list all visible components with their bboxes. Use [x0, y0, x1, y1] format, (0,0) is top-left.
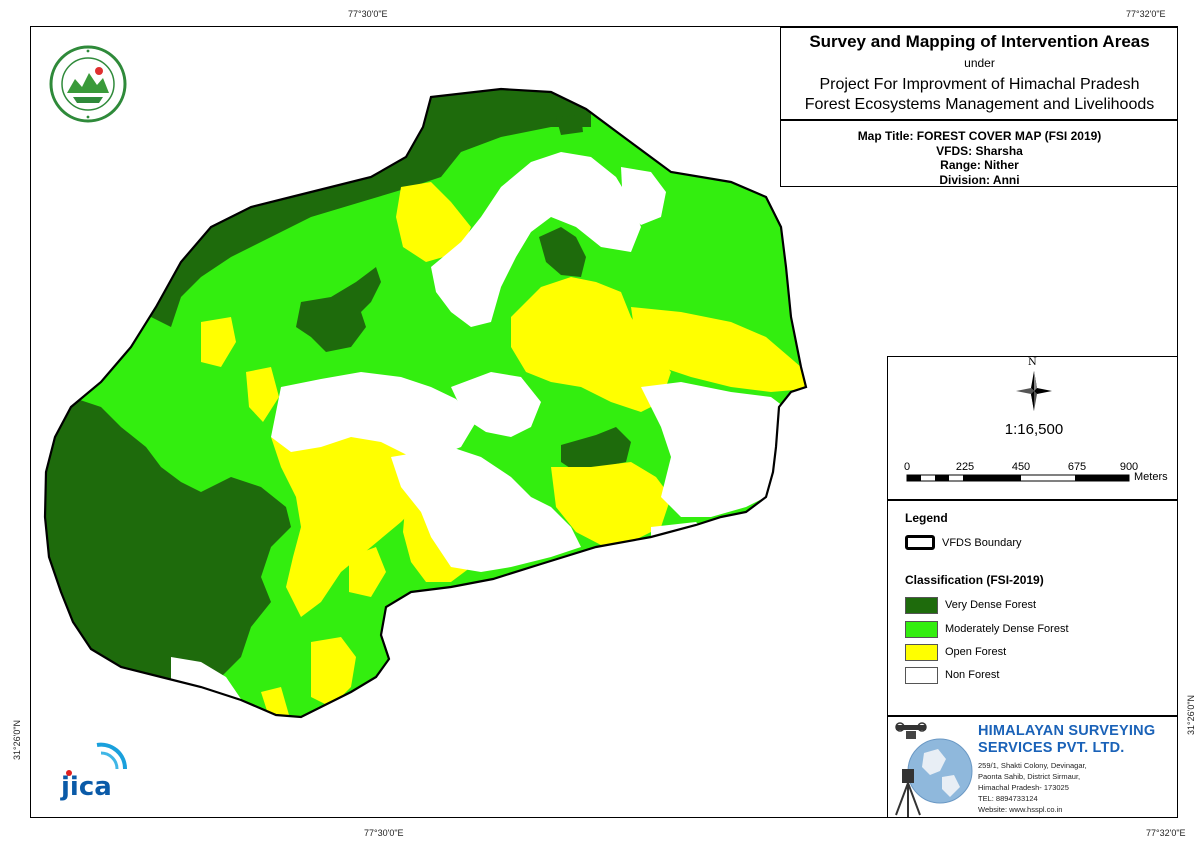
open-forest-area: [246, 367, 279, 422]
coord-top-right: 77°32'0"E: [1126, 9, 1166, 19]
open-forest-area: [551, 462, 671, 545]
very-dense-forest-area: [296, 267, 381, 352]
open-forest-area: [349, 547, 386, 597]
very-dense-forest-area: [539, 227, 586, 277]
scale-tick-label: 450: [1011, 461, 1031, 473]
forest-department-logo: [49, 45, 127, 123]
legend-label: Open Forest: [945, 646, 1007, 658]
company-website: Website: www.hsspl.co.in: [978, 805, 1063, 814]
legend-item-non-forest: Non Forest: [905, 667, 1175, 685]
forest-cover-map: [43, 87, 808, 719]
open-forest-area: [631, 307, 806, 392]
legend-box: Legend VFDS Boundary Classification (FSI…: [887, 500, 1177, 716]
open-forest-area: [271, 417, 431, 617]
company-name-line2: SERVICES PVT. LTD.: [978, 740, 1125, 756]
open-forest-area: [396, 182, 471, 262]
company-box: HIMALAYAN SURVEYING SERVICES PVT. LTD. 2…: [887, 716, 1177, 817]
north-label: N: [1028, 357, 1037, 368]
open-forest-area: [511, 277, 671, 412]
title-box: Survey and Mapping of Intervention Areas…: [780, 27, 1177, 120]
non-forest-area: [431, 152, 641, 327]
range-name: Range: Nither: [940, 158, 1019, 172]
boundary-swatch: [905, 535, 935, 550]
legend-label: Moderately Dense Forest: [945, 623, 1069, 635]
legend-title: Legend: [905, 511, 948, 525]
scale-box: N 1:16,500 0 225 450 675 900 Meters: [887, 356, 1177, 500]
company-name-line1: HIMALAYAN SURVEYING: [978, 723, 1156, 739]
company-phone: TEL: 8894733124: [978, 794, 1038, 803]
company-address-line: 259/1, Shakti Colony, Devinagar,: [978, 761, 1087, 770]
classification-title: Classification (FSI-2019): [905, 573, 1044, 587]
jica-logo: jica: [60, 742, 128, 801]
legend-swatch: [905, 597, 938, 614]
surveying-globe-logo: [895, 722, 973, 817]
open-forest-area: [201, 317, 236, 367]
scale-tick-label: 225: [955, 461, 975, 473]
non-forest-area: [621, 167, 666, 225]
company-address-line: Himachal Pradesh- 173025: [978, 783, 1069, 792]
scale-ratio: 1:16,500: [1004, 421, 1064, 438]
map-frame: jica Survey and Mapping of Intervention …: [30, 26, 1178, 818]
project-title-line1: Project For Improvment of Himachal Prade…: [819, 76, 1140, 93]
legend-label: Very Dense Forest: [945, 599, 1037, 611]
scale-tick-label: 0: [903, 461, 911, 473]
legend-swatch: [905, 667, 938, 684]
scale-tick-label: 675: [1067, 461, 1087, 473]
boundary-label: VFDS Boundary: [942, 537, 1022, 549]
coord-top-left: 77°30'0"E: [348, 9, 388, 19]
very-dense-forest-area: [556, 115, 583, 135]
north-arrow-icon: [1016, 371, 1052, 411]
coord-bottom-right: 77°32'0"E: [1146, 828, 1186, 838]
legend-label: Non Forest: [945, 669, 1000, 681]
division-name: Division: Anni: [939, 172, 1020, 187]
open-forest-area: [261, 687, 289, 717]
scale-tick-label: 900: [1119, 461, 1139, 473]
vfds-name: VFDS: Sharsha: [936, 143, 1023, 158]
non-forest-area: [451, 372, 541, 437]
very-dense-forest-area: [45, 397, 291, 687]
very-dense-forest-area: [561, 427, 631, 472]
scale-units: Meters: [1134, 471, 1168, 483]
company-address-line: Paonta Sahib, District Sirmaur,: [978, 772, 1081, 781]
map-title: Map Title: FOREST COVER MAP (FSI 2019): [857, 129, 1102, 143]
non-forest-area: [641, 382, 791, 517]
map-info-box: Map Title: FOREST COVER MAP (FSI 2019) V…: [780, 120, 1177, 187]
title-under: under: [964, 56, 995, 70]
vfds-boundary-line: [43, 87, 808, 719]
legend-item-very-dense: Very Dense Forest: [905, 597, 1175, 615]
jica-wordmark: jica: [60, 772, 112, 801]
coord-left: 31°26'0"N: [12, 719, 22, 760]
coord-right: 31°26'0"N: [1186, 694, 1196, 735]
non-forest-area: [271, 372, 476, 457]
main-title: Survey and Mapping of Intervention Areas: [809, 32, 1150, 51]
legend-item-moderately-dense: Moderately Dense Forest: [905, 621, 1175, 639]
non-forest-area: [391, 447, 581, 572]
scale-bar: [906, 474, 1130, 482]
project-title-line2: Forest Ecosystems Management and Livelih…: [804, 96, 1155, 113]
coord-bottom-left: 77°30'0"E: [364, 828, 404, 838]
legend-swatch: [905, 644, 938, 661]
open-forest-area: [311, 637, 356, 707]
legend-swatch: [905, 621, 938, 638]
legend-item-open: Open Forest: [905, 644, 1175, 662]
